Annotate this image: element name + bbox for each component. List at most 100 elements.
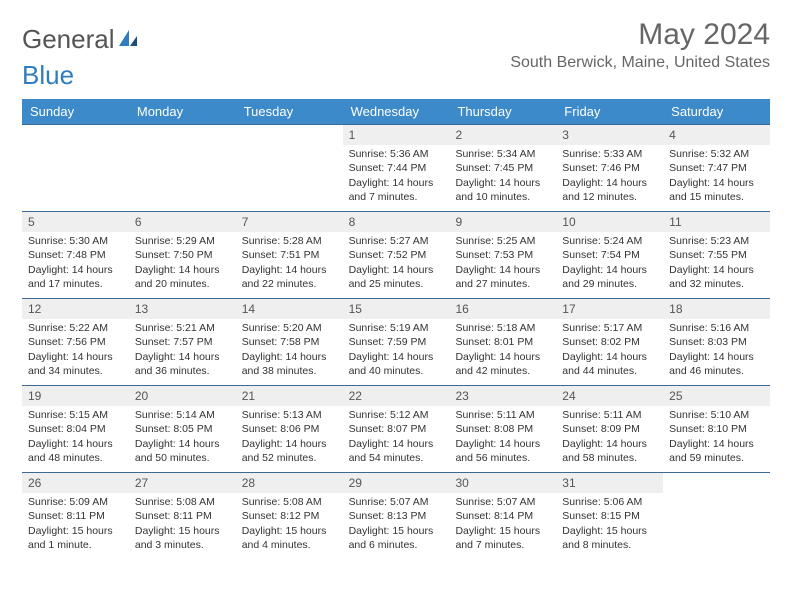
- sunrise-text: Sunrise: 5:17 AM: [562, 321, 657, 335]
- day-1: 1Sunrise: 5:36 AMSunset: 7:44 PMDaylight…: [343, 125, 450, 211]
- day-number: 16: [449, 299, 556, 319]
- day-content: Sunrise: 5:13 AMSunset: 8:06 PMDaylight:…: [236, 406, 343, 469]
- sunrise-text: Sunrise: 5:14 AM: [135, 408, 230, 422]
- day-7: 7Sunrise: 5:28 AMSunset: 7:51 PMDaylight…: [236, 212, 343, 298]
- sunrise-text: Sunrise: 5:32 AM: [669, 147, 764, 161]
- day-content: Sunrise: 5:08 AMSunset: 8:12 PMDaylight:…: [236, 493, 343, 556]
- sunset-text: Sunset: 8:14 PM: [455, 509, 550, 523]
- daylight-text: Daylight: 14 hours and 58 minutes.: [562, 437, 657, 465]
- day-number: 24: [556, 386, 663, 406]
- logo-text-2: Blue: [22, 60, 74, 91]
- day-number: 30: [449, 473, 556, 493]
- sunset-text: Sunset: 7:52 PM: [349, 248, 444, 262]
- day-number: 2: [449, 125, 556, 145]
- daylight-text: Daylight: 14 hours and 27 minutes.: [455, 263, 550, 291]
- day-content: Sunrise: 5:11 AMSunset: 8:09 PMDaylight:…: [556, 406, 663, 469]
- daylight-text: Daylight: 14 hours and 44 minutes.: [562, 350, 657, 378]
- daylight-text: Daylight: 14 hours and 50 minutes.: [135, 437, 230, 465]
- day-2: 2Sunrise: 5:34 AMSunset: 7:45 PMDaylight…: [449, 125, 556, 211]
- sunrise-text: Sunrise: 5:25 AM: [455, 234, 550, 248]
- weekday-thursday: Thursday: [449, 99, 556, 124]
- sunset-text: Sunset: 7:51 PM: [242, 248, 337, 262]
- day-number: 3: [556, 125, 663, 145]
- day-3: 3Sunrise: 5:33 AMSunset: 7:46 PMDaylight…: [556, 125, 663, 211]
- day-6: 6Sunrise: 5:29 AMSunset: 7:50 PMDaylight…: [129, 212, 236, 298]
- day-29: 29Sunrise: 5:07 AMSunset: 8:13 PMDayligh…: [343, 473, 450, 559]
- sunset-text: Sunset: 7:44 PM: [349, 161, 444, 175]
- sunrise-text: Sunrise: 5:23 AM: [669, 234, 764, 248]
- day-number: 4: [663, 125, 770, 145]
- daylight-text: Daylight: 14 hours and 7 minutes.: [349, 176, 444, 204]
- day-8: 8Sunrise: 5:27 AMSunset: 7:52 PMDaylight…: [343, 212, 450, 298]
- sunrise-text: Sunrise: 5:22 AM: [28, 321, 123, 335]
- day-content: Sunrise: 5:33 AMSunset: 7:46 PMDaylight:…: [556, 145, 663, 208]
- daylight-text: Daylight: 14 hours and 59 minutes.: [669, 437, 764, 465]
- sunset-text: Sunset: 8:10 PM: [669, 422, 764, 436]
- day-empty: [663, 473, 770, 559]
- sunrise-text: Sunrise: 5:10 AM: [669, 408, 764, 422]
- sunset-text: Sunset: 8:11 PM: [135, 509, 230, 523]
- day-number: 12: [22, 299, 129, 319]
- location-text: South Berwick, Maine, United States: [510, 54, 770, 72]
- day-content: Sunrise: 5:17 AMSunset: 8:02 PMDaylight:…: [556, 319, 663, 382]
- week-row: 26Sunrise: 5:09 AMSunset: 8:11 PMDayligh…: [22, 472, 770, 559]
- sunrise-text: Sunrise: 5:36 AM: [349, 147, 444, 161]
- day-content: Sunrise: 5:34 AMSunset: 7:45 PMDaylight:…: [449, 145, 556, 208]
- day-number: 10: [556, 212, 663, 232]
- sunset-text: Sunset: 8:12 PM: [242, 509, 337, 523]
- day-number: 29: [343, 473, 450, 493]
- daylight-text: Daylight: 14 hours and 25 minutes.: [349, 263, 444, 291]
- sunset-text: Sunset: 8:03 PM: [669, 335, 764, 349]
- day-content: Sunrise: 5:14 AMSunset: 8:05 PMDaylight:…: [129, 406, 236, 469]
- day-number: 15: [343, 299, 450, 319]
- week-row: 12Sunrise: 5:22 AMSunset: 7:56 PMDayligh…: [22, 298, 770, 385]
- day-content: Sunrise: 5:20 AMSunset: 7:58 PMDaylight:…: [236, 319, 343, 382]
- sunrise-text: Sunrise: 5:12 AM: [349, 408, 444, 422]
- sunset-text: Sunset: 7:54 PM: [562, 248, 657, 262]
- sunset-text: Sunset: 8:11 PM: [28, 509, 123, 523]
- day-empty: [236, 125, 343, 211]
- day-17: 17Sunrise: 5:17 AMSunset: 8:02 PMDayligh…: [556, 299, 663, 385]
- day-number: 14: [236, 299, 343, 319]
- sail-icon: [117, 24, 139, 55]
- daylight-text: Daylight: 14 hours and 42 minutes.: [455, 350, 550, 378]
- day-content: Sunrise: 5:32 AMSunset: 7:47 PMDaylight:…: [663, 145, 770, 208]
- daylight-text: Daylight: 15 hours and 6 minutes.: [349, 524, 444, 552]
- day-number: 21: [236, 386, 343, 406]
- sunrise-text: Sunrise: 5:16 AM: [669, 321, 764, 335]
- day-content: Sunrise: 5:11 AMSunset: 8:08 PMDaylight:…: [449, 406, 556, 469]
- day-number: 23: [449, 386, 556, 406]
- day-9: 9Sunrise: 5:25 AMSunset: 7:53 PMDaylight…: [449, 212, 556, 298]
- day-15: 15Sunrise: 5:19 AMSunset: 7:59 PMDayligh…: [343, 299, 450, 385]
- sunrise-text: Sunrise: 5:07 AM: [455, 495, 550, 509]
- daylight-text: Daylight: 14 hours and 36 minutes.: [135, 350, 230, 378]
- day-27: 27Sunrise: 5:08 AMSunset: 8:11 PMDayligh…: [129, 473, 236, 559]
- day-26: 26Sunrise: 5:09 AMSunset: 8:11 PMDayligh…: [22, 473, 129, 559]
- day-28: 28Sunrise: 5:08 AMSunset: 8:12 PMDayligh…: [236, 473, 343, 559]
- day-content: Sunrise: 5:29 AMSunset: 7:50 PMDaylight:…: [129, 232, 236, 295]
- weekday-sunday: Sunday: [22, 99, 129, 124]
- daylight-text: Daylight: 14 hours and 29 minutes.: [562, 263, 657, 291]
- day-content: Sunrise: 5:21 AMSunset: 7:57 PMDaylight:…: [129, 319, 236, 382]
- daylight-text: Daylight: 14 hours and 22 minutes.: [242, 263, 337, 291]
- day-content: Sunrise: 5:07 AMSunset: 8:14 PMDaylight:…: [449, 493, 556, 556]
- sunset-text: Sunset: 8:04 PM: [28, 422, 123, 436]
- day-content: Sunrise: 5:09 AMSunset: 8:11 PMDaylight:…: [22, 493, 129, 556]
- day-number: 5: [22, 212, 129, 232]
- sunrise-text: Sunrise: 5:30 AM: [28, 234, 123, 248]
- day-number: 22: [343, 386, 450, 406]
- day-number: 27: [129, 473, 236, 493]
- day-number: 19: [22, 386, 129, 406]
- day-content: Sunrise: 5:06 AMSunset: 8:15 PMDaylight:…: [556, 493, 663, 556]
- daylight-text: Daylight: 14 hours and 48 minutes.: [28, 437, 123, 465]
- day-21: 21Sunrise: 5:13 AMSunset: 8:06 PMDayligh…: [236, 386, 343, 472]
- sunset-text: Sunset: 7:57 PM: [135, 335, 230, 349]
- sunrise-text: Sunrise: 5:07 AM: [349, 495, 444, 509]
- daylight-text: Daylight: 14 hours and 40 minutes.: [349, 350, 444, 378]
- sunrise-text: Sunrise: 5:34 AM: [455, 147, 550, 161]
- day-19: 19Sunrise: 5:15 AMSunset: 8:04 PMDayligh…: [22, 386, 129, 472]
- day-number: 9: [449, 212, 556, 232]
- sunrise-text: Sunrise: 5:11 AM: [455, 408, 550, 422]
- daylight-text: Daylight: 14 hours and 56 minutes.: [455, 437, 550, 465]
- sunset-text: Sunset: 8:05 PM: [135, 422, 230, 436]
